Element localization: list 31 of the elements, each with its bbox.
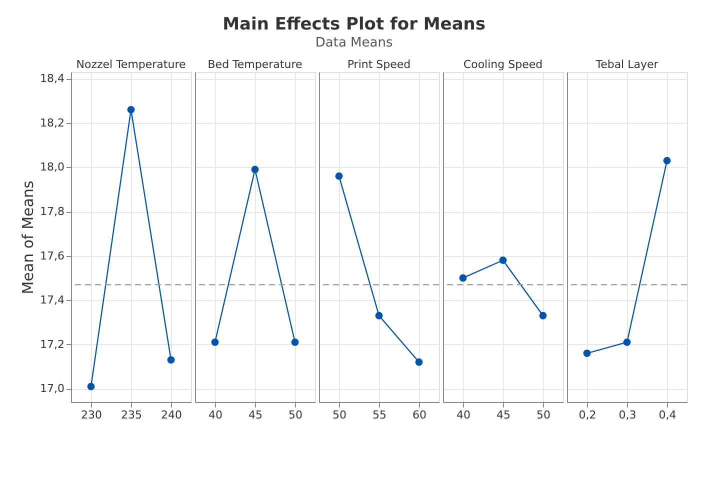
y-tick-label: 18,2	[40, 116, 64, 130]
y-tick-label: 17,4	[40, 294, 64, 307]
x-tick-label: 45	[496, 408, 510, 422]
chart-title: Main Effects Plot for Means	[222, 14, 486, 34]
y-tick-label: 17,0	[40, 382, 64, 396]
x-axis-title: Cooling Speed	[463, 58, 543, 71]
y-tick-label: 17,2	[40, 338, 64, 351]
x-axis-title: Print Speed	[347, 58, 411, 71]
x-tick-label: 40	[456, 408, 470, 422]
x-tick-label: 230	[81, 408, 102, 422]
x-tick-label: 235	[121, 408, 142, 422]
x-tick-label: 40	[208, 408, 222, 422]
x-axis-title: Bed Temperature	[208, 58, 302, 71]
x-axis-title: Nozzel Temperature	[76, 58, 186, 71]
x-tick-label: 60	[412, 408, 426, 422]
y-tick-label: 18,0	[40, 160, 64, 174]
x-tick-label: 45	[248, 408, 262, 422]
x-tick-label: 0,3	[618, 408, 636, 422]
y-axis-title: Mean of Means	[19, 180, 38, 294]
x-tick-label: 50	[288, 408, 302, 422]
x-tick-label: 0,2	[578, 408, 596, 422]
x-tick-label: 240	[161, 408, 182, 422]
x-tick-label: 0,4	[658, 408, 676, 422]
chart-subtitle: Data Means	[315, 36, 393, 50]
x-tick-label: 50	[332, 408, 346, 422]
x-axis-title: Tebal Layer	[594, 58, 659, 71]
y-tick-label: 17,6	[40, 249, 64, 262]
x-tick-label: 50	[536, 408, 550, 422]
x-tick-label: 55	[372, 408, 386, 422]
y-tick-label: 18,4	[40, 72, 64, 86]
y-tick-label: 17,8	[40, 205, 64, 218]
